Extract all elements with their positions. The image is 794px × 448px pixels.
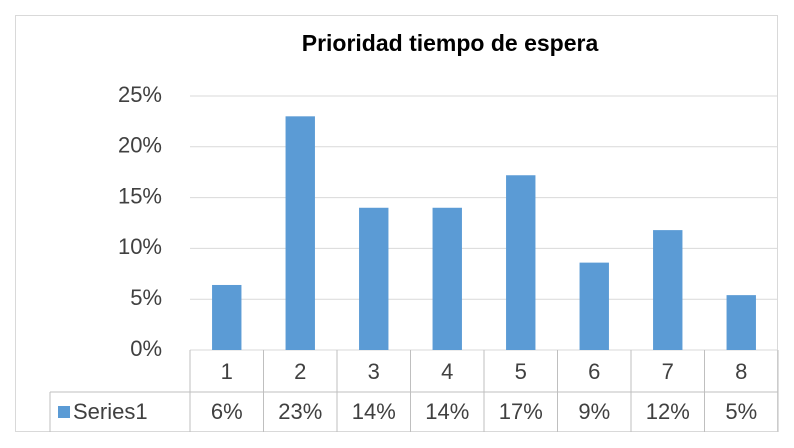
y-tick-label: 10% <box>118 234 162 259</box>
legend-key <box>58 406 70 418</box>
table-value: 9% <box>578 399 610 424</box>
x-tick-label: 6 <box>588 359 600 384</box>
table-value: 5% <box>725 399 757 424</box>
table-value: 12% <box>646 399 690 424</box>
chart-border <box>15 15 778 432</box>
y-tick-label: 5% <box>130 285 162 310</box>
table-value: 23% <box>278 399 322 424</box>
bar <box>212 284 242 350</box>
x-tick-label: 8 <box>735 359 747 384</box>
x-tick-label: 7 <box>662 359 674 384</box>
bar <box>579 262 609 350</box>
legend-label: Series1 <box>73 399 148 424</box>
table-value: 14% <box>352 399 396 424</box>
chart-title: Prioridad tiempo de espera <box>302 30 599 56</box>
bar <box>653 230 683 350</box>
x-tick-label: 5 <box>515 359 527 384</box>
bar <box>285 116 315 350</box>
bar <box>726 295 756 350</box>
bar <box>432 207 462 350</box>
x-tick-label: 3 <box>368 359 380 384</box>
bar <box>359 207 389 350</box>
bar <box>506 175 536 350</box>
x-tick-label: 4 <box>441 359 453 384</box>
y-tick-label: 20% <box>118 133 162 158</box>
x-tick-label: 1 <box>221 359 233 384</box>
y-tick-label: 25% <box>118 82 162 107</box>
y-tick-label: 15% <box>118 183 162 208</box>
table-value: 17% <box>499 399 543 424</box>
table-value: 6% <box>211 399 243 424</box>
table-value: 14% <box>425 399 469 424</box>
y-tick-label: 0% <box>130 336 162 361</box>
x-tick-label: 2 <box>294 359 306 384</box>
